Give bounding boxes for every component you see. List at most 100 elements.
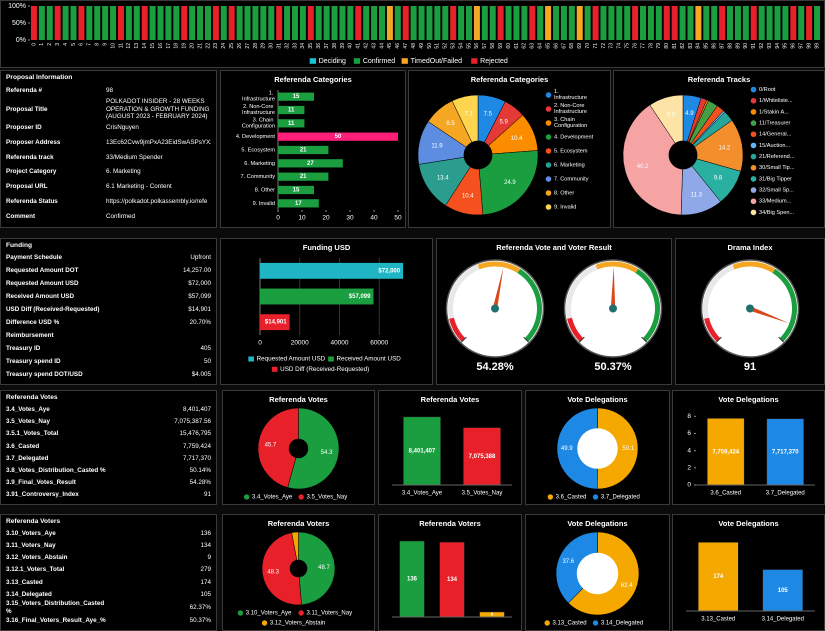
x-tick-label: 80 [664, 43, 670, 49]
legend-label: TimedOut/Failed [411, 58, 463, 65]
x-tick-label: 74 [617, 43, 623, 49]
value-label: 7,759,424 [712, 449, 739, 455]
bar-segment [315, 6, 322, 40]
legend-label: 4. Development [554, 134, 594, 140]
bar-segment [616, 6, 623, 40]
legend-label: 34/Big Spen... [759, 210, 795, 216]
row-value: 105 [200, 590, 211, 598]
y-tick-label: 100% [8, 3, 26, 10]
gauge-band [772, 268, 797, 342]
y-tick-label: 4 [687, 447, 691, 454]
bar-segment [600, 6, 607, 40]
row-value: 15,476,795 [179, 430, 211, 438]
x-tick-label: 60 [506, 43, 512, 49]
legend-marker [592, 620, 599, 626]
bar-segment [560, 6, 567, 40]
pie-slice [451, 94, 479, 156]
slice-label: 45.7 [265, 442, 277, 448]
x-tick-label: 45 [387, 43, 393, 49]
x-tick-label: 88 [727, 43, 733, 49]
row-value: 134 [200, 542, 211, 550]
bar-segment [133, 6, 140, 40]
row-value: 6. Marketing [106, 168, 141, 176]
row-label: 3.15_Voters_Distribution_Casted % [6, 600, 105, 615]
x-tick-label: 15 [150, 43, 156, 49]
row-value: 9 [207, 554, 211, 562]
x-tick-label: 63 [530, 43, 536, 49]
y-tick-label: 2 [687, 465, 691, 472]
table-row: Treasury ID 405 [6, 342, 211, 355]
bar-segment [553, 6, 560, 40]
row-label: 3.91_Controversy_Index [6, 491, 79, 499]
x-tick-label: 22 [205, 43, 211, 49]
chart-title: Referenda Categories [274, 75, 352, 84]
value-label: 174 [713, 574, 724, 580]
slice-label: 62.4 [621, 583, 633, 589]
value-label: 136 [407, 577, 418, 583]
bar-segment [110, 6, 117, 40]
legend-label: 3.13_Casted [553, 621, 587, 627]
bar-segment [647, 6, 654, 40]
x-tick-label: 21 [197, 43, 203, 49]
bar-segment [46, 6, 53, 40]
pie-hole [576, 552, 619, 595]
row-value: 7,759,424 [182, 442, 211, 450]
bar [278, 145, 329, 155]
x-tick-label: 9 [102, 43, 108, 46]
chart-title: Referenda Votes [421, 395, 480, 404]
legend-marker [545, 120, 552, 126]
x-tick-label: 12 [126, 43, 132, 49]
legend-marker [298, 610, 304, 616]
row-label: Referenda track [6, 153, 54, 161]
bar-segment [78, 6, 85, 40]
legend-label: 3.6_Casted [556, 495, 587, 501]
slice-label: 9.8 [714, 176, 723, 182]
legend-marker [750, 164, 757, 171]
table-row: 3.16_Final_Voters_Result_Aye_% 50.37% [6, 615, 211, 627]
x-tick-label: 87 [719, 43, 725, 49]
x-tick-label: 96 [791, 43, 797, 49]
gauge-hub [491, 304, 499, 313]
slice-label: 50.1 [622, 446, 634, 452]
gauge-needle [610, 266, 616, 309]
value-label: 9 [491, 612, 494, 617]
x-tick-label: 0 [258, 340, 262, 347]
x-tick-label: 46 [395, 43, 401, 49]
bar-segment [173, 6, 180, 40]
x-tick-label: 19 [182, 43, 188, 49]
gauge-band [477, 261, 521, 274]
table-row: Treasury spend DOT/USD $4.005 [6, 368, 211, 381]
row-value: 405 [200, 344, 211, 352]
bar-segment [291, 6, 298, 40]
table-row: 3.14_Delegated 105 [6, 588, 211, 600]
table-row: Project Category 6. Marketing [6, 165, 211, 180]
bar-segment [410, 6, 417, 40]
category-label: 9. Invalid [253, 201, 275, 207]
legend-marker [271, 366, 278, 372]
bar-segment [576, 6, 583, 40]
row-value: 98 [106, 87, 114, 95]
x-tick-label: 71 [593, 43, 599, 49]
x-tick-label: 93 [767, 43, 773, 49]
legend-label: 30/Small Tip... [759, 165, 795, 171]
legend-label: 3. Chain Configuration [554, 117, 587, 129]
bar-segment [695, 6, 702, 40]
legend-label: 14/General... [759, 132, 792, 138]
table-row: 3.9_Final_Votes_Result 54.28% [6, 477, 211, 489]
row-label: Proposal Title [6, 105, 48, 113]
bar-segment [339, 6, 346, 40]
x-tick-label: 81 [672, 43, 678, 49]
bar-segment [537, 6, 544, 40]
x-tick-label: 73 [609, 43, 615, 49]
bar [762, 569, 803, 612]
row-value: Confirmed [106, 212, 136, 220]
bar-segment [758, 6, 765, 40]
bar-segment [734, 6, 741, 40]
x-tick-label: 0 [276, 215, 280, 222]
y-tick-label: 8 [687, 413, 691, 420]
legend-marker [545, 176, 552, 182]
table-row: Comment Confirmed [6, 209, 211, 224]
category-label: 3. Chain Configuration [242, 118, 275, 130]
table-row: 3.13_Casted 174 [6, 576, 211, 588]
table-row: 3.7_Delegated 7,717,370 [6, 452, 211, 464]
